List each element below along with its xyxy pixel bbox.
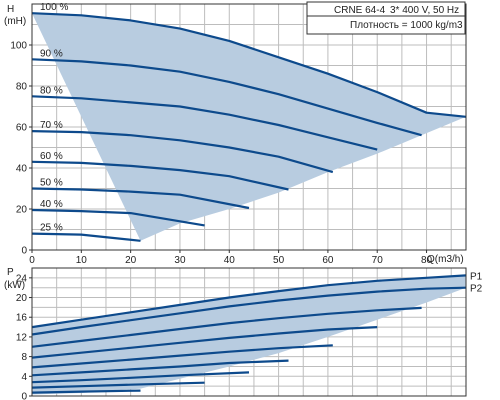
head-xtick-label: 80 bbox=[421, 255, 433, 266]
head-curve-label-2: 90 % bbox=[40, 48, 63, 59]
power-axis-unit: (kW) bbox=[4, 280, 25, 291]
head-xtick-label: 20 bbox=[125, 255, 137, 266]
power-curve-9 bbox=[31, 389, 141, 394]
power-plot-frame bbox=[31, 267, 467, 397]
flow-axis-title: Q(m3/h) bbox=[427, 254, 464, 265]
power-curve-1 bbox=[31, 274, 467, 329]
head-ytick-label: 0 bbox=[21, 246, 27, 257]
head-curve-4 bbox=[31, 130, 334, 174]
power-curve-7 bbox=[31, 371, 250, 384]
head-xtick-label: 50 bbox=[273, 255, 285, 266]
pump-supply: 3* 400 V, 50 Hz bbox=[390, 5, 459, 16]
power-ytick-label: 12 bbox=[16, 332, 28, 343]
head-xtick-label: 10 bbox=[76, 255, 88, 266]
head-envelope bbox=[32, 13, 466, 241]
head-curve-label-6: 50 % bbox=[40, 178, 63, 189]
head-operating-area bbox=[32, 13, 466, 241]
head-curve-6 bbox=[31, 187, 250, 210]
head-axis-symbol: H bbox=[7, 4, 14, 15]
head-curve-label-7: 40 % bbox=[40, 199, 63, 210]
power-ytick-label: 24 bbox=[16, 273, 28, 284]
power-curve-label-2: P2 bbox=[470, 284, 483, 295]
info-box: CRNE 64-4 3* 400 V, 50 Hz Плотность = 10… bbox=[306, 1, 466, 35]
head-curve-label-8: 25 % bbox=[40, 223, 63, 234]
head-curve-5 bbox=[31, 160, 289, 191]
power-envelope bbox=[32, 275, 466, 395]
power-curve-4 bbox=[31, 326, 378, 359]
power-curve-6 bbox=[31, 359, 289, 377]
head-curves: 100 % 90 % 80 % 70 % 60 % 50 % 40 % 25 % bbox=[31, 2, 467, 242]
power-ytick-label: 20 bbox=[16, 293, 28, 304]
head-curve-7 bbox=[31, 208, 205, 227]
head-curve-label-3: 80 % bbox=[40, 85, 63, 96]
info-box-frame bbox=[306, 1, 466, 35]
pump-model: CRNE 64-4 bbox=[334, 5, 386, 16]
head-ytick-label: 100 bbox=[10, 41, 27, 52]
head-ytick-label: 20 bbox=[16, 205, 28, 216]
head-curve-label-5: 60 % bbox=[40, 151, 63, 162]
head-xtick-label: 70 bbox=[372, 255, 384, 266]
power-ytick-label: 8 bbox=[21, 352, 27, 363]
power-ytick-label: 16 bbox=[16, 313, 28, 324]
power-curve-2 bbox=[31, 286, 467, 336]
power-curve-8 bbox=[31, 381, 205, 389]
head-curve-2 bbox=[31, 58, 422, 137]
head-ytick-label: 60 bbox=[16, 123, 28, 134]
head-axis-unit: (mH) bbox=[4, 16, 26, 27]
head-curve-label-1: 100 % bbox=[40, 2, 68, 13]
head-xtick-label: 0 bbox=[29, 255, 35, 266]
power-curve-3 bbox=[31, 306, 422, 348]
power-ytick-label: 0 bbox=[21, 392, 27, 400]
head-xtick-label: 40 bbox=[224, 255, 236, 266]
head-curve-3 bbox=[31, 95, 378, 151]
density-note: Плотность = 1000 kg/m3 bbox=[350, 20, 463, 31]
power-curve-label-1: P1 bbox=[470, 271, 483, 282]
head-curve-8 bbox=[31, 232, 141, 242]
head-ytick-label: 40 bbox=[16, 164, 28, 175]
head-xtick-label: 30 bbox=[174, 255, 186, 266]
power-axis-symbol: P bbox=[7, 267, 14, 278]
head-ytick-label: 80 bbox=[16, 82, 28, 93]
head-axes: 0 20 40 60 80 100 0 10 20 30 40 50 60 70 80 bbox=[10, 3, 467, 266]
power-ytick-label: 4 bbox=[21, 372, 27, 383]
power-operating-area bbox=[32, 275, 466, 395]
head-curve-label-4: 70 % bbox=[40, 120, 63, 131]
power-axes: 0 4 8 12 16 20 24 bbox=[16, 267, 467, 400]
head-curve-1 bbox=[31, 12, 467, 118]
head-xtick-label: 60 bbox=[322, 255, 334, 266]
power-curve-5 bbox=[31, 344, 333, 369]
